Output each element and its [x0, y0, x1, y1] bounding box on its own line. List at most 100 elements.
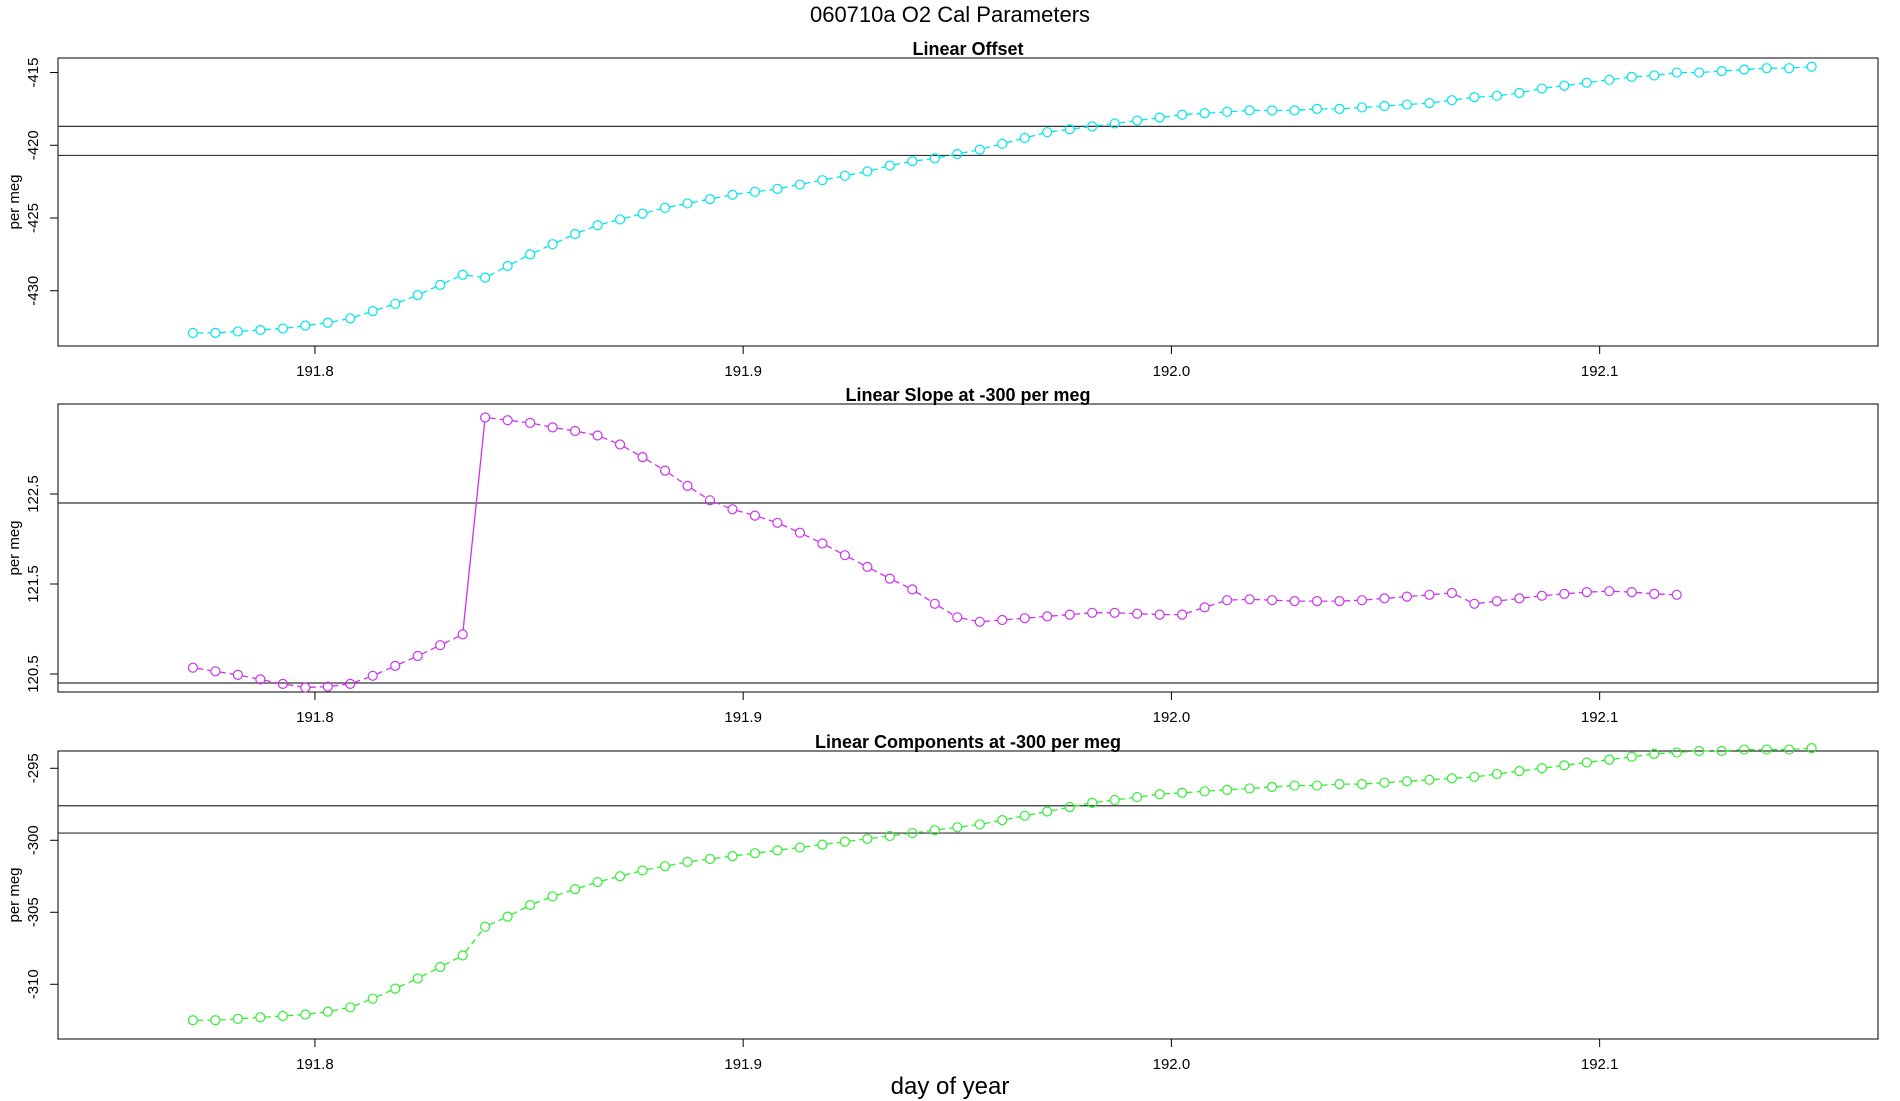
data-point: [1289, 595, 1300, 607]
data-point: [569, 425, 581, 437]
data-point: [749, 848, 761, 859]
series-line-segment: [1411, 102, 1425, 105]
data-point: [502, 260, 513, 272]
series-line-segment: [1703, 70, 1718, 73]
series-line-segment: [669, 862, 684, 866]
data-point: [1019, 132, 1030, 144]
series-line-segment: [443, 956, 459, 966]
data-point: [1469, 598, 1480, 609]
series-line-segment: [1658, 593, 1673, 596]
series-line-segment: [332, 683, 346, 687]
data-point: [1581, 77, 1592, 88]
data-point: [772, 845, 783, 856]
data-point: [569, 884, 581, 895]
series-line-segment: [1096, 799, 1111, 803]
series-line-segment: [1164, 114, 1178, 118]
series-line-segment: [1209, 111, 1223, 114]
series-line-segment: [624, 214, 639, 219]
data-point: [390, 298, 401, 309]
series-line-segment: [736, 509, 751, 516]
data-point: [1469, 92, 1480, 103]
data-point: [839, 550, 850, 561]
series-line-segment: [714, 856, 729, 860]
x-tick-label: 191.8: [296, 709, 334, 726]
data-point: [345, 1002, 356, 1013]
data-point: [1199, 786, 1210, 797]
data-point: [277, 323, 288, 334]
data-point: [1446, 95, 1458, 106]
data-point: [1132, 608, 1143, 619]
data-point: [1514, 593, 1525, 604]
series-line-segment: [556, 235, 572, 243]
x-tick-label: 192.0: [1153, 1056, 1191, 1073]
data-point: [1132, 115, 1143, 126]
data-point: [1356, 779, 1368, 790]
data-point: [704, 193, 716, 205]
series-line-segment: [961, 824, 976, 828]
data-point: [1559, 80, 1570, 91]
series-line-segment: [512, 420, 526, 424]
series-line-segment: [961, 149, 976, 154]
data-point: [1469, 771, 1480, 783]
data-point: [232, 669, 243, 681]
data-point: [412, 289, 423, 301]
data-point: [614, 871, 626, 882]
series-line-segment: [219, 331, 234, 334]
data-point: [1019, 810, 1030, 821]
series-line-segment: [264, 679, 279, 684]
data-point: [367, 670, 378, 681]
series-line-segment: [1411, 779, 1425, 782]
series-line-segment: [376, 304, 392, 311]
series-line-segment: [488, 267, 504, 277]
data-point: [1064, 609, 1075, 620]
data-point: [1514, 766, 1525, 777]
series-line-segment: [1366, 598, 1381, 601]
data-point: [255, 1012, 266, 1023]
series-line-segment: [1298, 108, 1313, 111]
plot-frame: [57, 750, 1879, 1040]
data-point: [1064, 802, 1075, 813]
series-line-segment: [1501, 771, 1515, 775]
data-point: [277, 1010, 288, 1022]
data-point: [727, 189, 738, 200]
data-point: [682, 856, 693, 867]
series-line-segment: [219, 671, 234, 675]
data-point: [322, 1006, 333, 1017]
data-point: [704, 495, 716, 506]
series-line-segment: [1343, 599, 1358, 602]
series-line-segment: [1726, 749, 1740, 752]
series-line-segment: [1119, 797, 1133, 801]
y-tick-label: -295: [25, 753, 42, 783]
series-line-segment: [1636, 75, 1650, 78]
series-line-segment: [464, 929, 483, 953]
series-line-segment: [1388, 104, 1403, 107]
x-tick-label: 192.0: [1153, 709, 1191, 726]
series-line-segment: [1074, 126, 1088, 130]
data-point: [727, 851, 738, 862]
series-line-segment: [759, 516, 774, 523]
series-line-segment: [1276, 599, 1291, 602]
series-line-segment: [1456, 97, 1471, 101]
data-point: [772, 517, 783, 528]
data-point: [952, 148, 963, 160]
data-point: [704, 853, 716, 865]
series-line-segment: [804, 180, 819, 185]
data-point: [435, 961, 446, 973]
data-point: [727, 504, 738, 515]
data-point: [547, 239, 558, 250]
y-tick-label: -300: [25, 825, 42, 855]
x-tick-label: 192.0: [1153, 363, 1191, 380]
series-line-segment: [646, 208, 661, 214]
data-point: [974, 144, 985, 155]
series-line-segment: [1029, 616, 1043, 619]
series-line-segment: [894, 833, 908, 837]
data-point: [435, 640, 446, 651]
data-point: [502, 911, 513, 922]
series-line-segment: [848, 556, 864, 566]
series-line-segment: [1186, 112, 1201, 116]
series-line-segment: [646, 866, 661, 871]
y-axis-label: per meg: [6, 174, 23, 229]
data-point: [1671, 589, 1682, 600]
data-point: [862, 166, 873, 177]
plot-frame: [57, 57, 1879, 347]
